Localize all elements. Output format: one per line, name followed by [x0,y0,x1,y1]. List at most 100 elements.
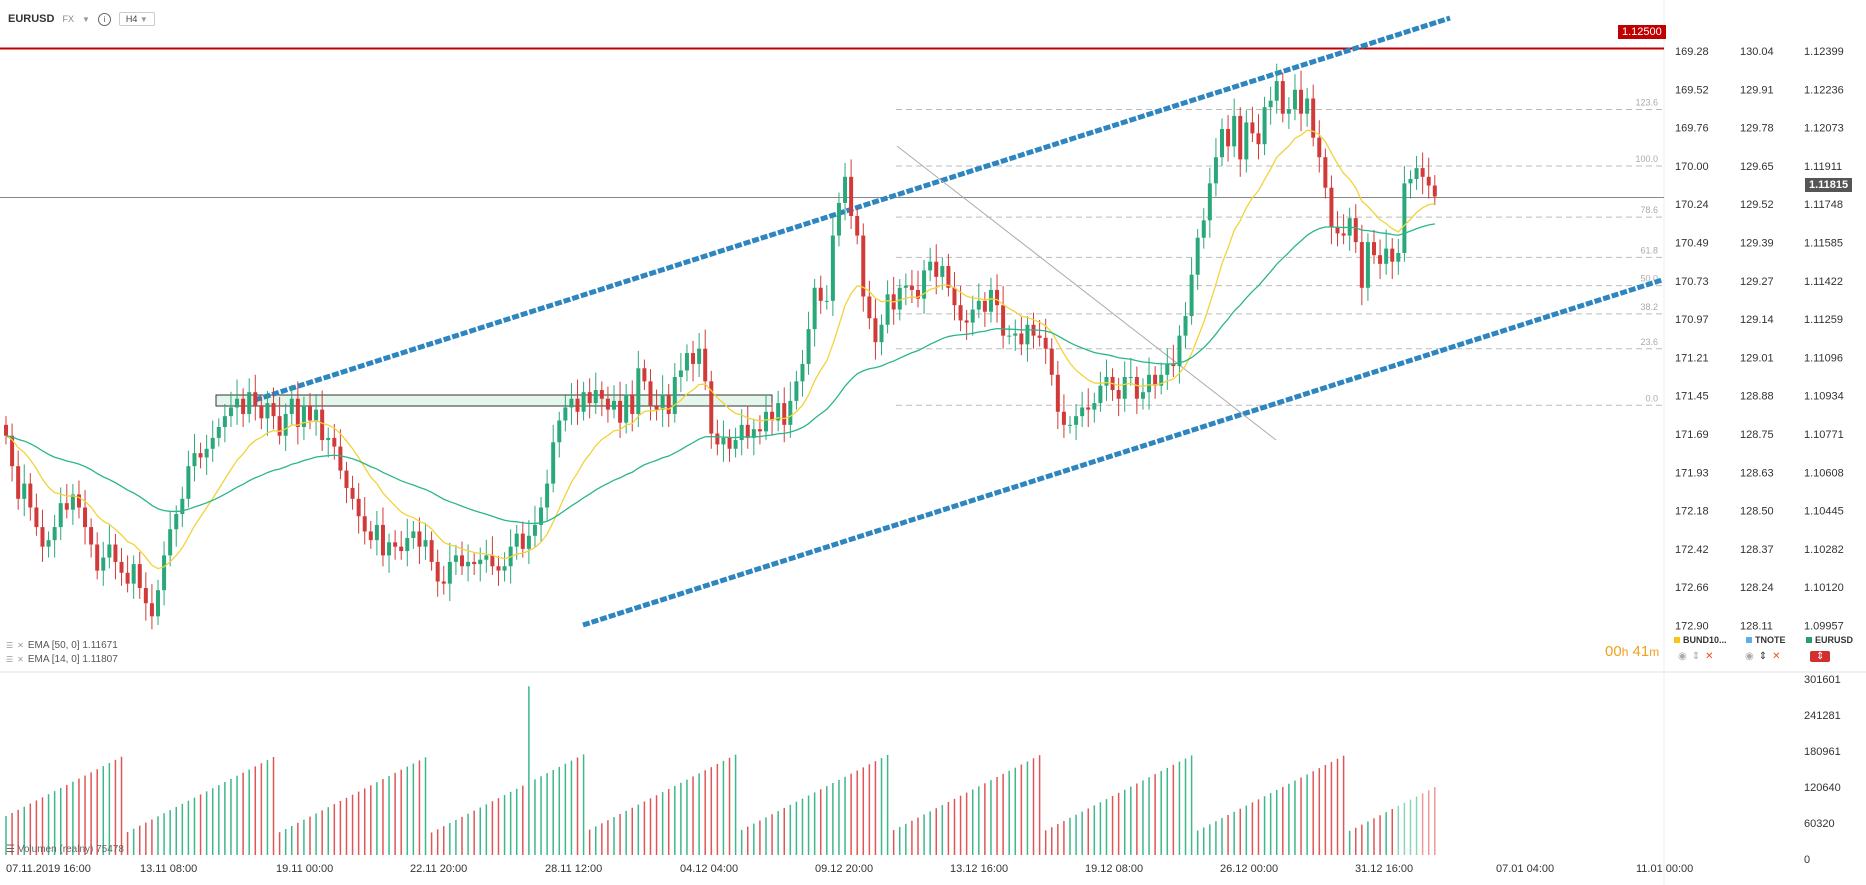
candle-body [496,566,501,571]
candle-body [1055,374,1060,412]
candle-body [776,403,781,421]
candle-body [709,381,714,434]
bund-controls: ◉ ⇕ ✕ [1678,651,1714,662]
tnote-axis-label: 129.01 [1740,352,1774,364]
volume-axis-label: 60320 [1804,818,1835,830]
close-icon[interactable]: ✕ [1705,651,1714,662]
eurusd-controls[interactable]: ⇕ [1810,651,1831,662]
sort-icon[interactable]: ⇕ [1691,651,1701,662]
fib-level-label: 78.6 [1640,205,1658,215]
candle-body [1116,390,1121,399]
color-swatch [1674,637,1680,643]
candle-body [320,409,325,441]
settings-icon[interactable]: ☰ [6,641,14,650]
candle-body [1098,385,1103,404]
ema14-legend[interactable]: ☰ ✕ EMA [14, 0] 1.11807 [6,654,118,665]
candle-body [861,235,866,297]
candle-body [605,398,610,410]
candle-body [1329,187,1334,227]
candle-body [453,555,458,562]
candle-body [1311,98,1316,138]
chart-header: EURUSD FX ▼ i H4 ▼ [8,12,155,26]
settings-icon[interactable]: ☰ [6,655,14,664]
ema50-legend[interactable]: ☰ ✕ EMA [50, 0] 1.11671 [6,640,118,651]
symbol-label[interactable]: EURUSD [8,13,55,25]
eurusd-axis-label: 1.11096 [1804,352,1843,364]
close-icon[interactable]: ✕ [17,655,24,664]
candle-body [539,507,544,525]
candle-body [982,300,987,312]
info-icon[interactable]: i [97,12,111,26]
x-axis-label: 13.12 16:00 [950,863,1008,875]
eye-icon[interactable]: ◉ [1678,651,1687,662]
timeframe-select[interactable]: H4 ▼ [118,12,155,26]
candle-body [703,348,708,382]
candle-body [58,503,63,528]
chevron-down-icon[interactable]: ▼ [81,14,90,24]
candle-body [1220,128,1224,158]
candle-body [1323,157,1328,188]
instrument-tnote[interactable]: TNOTE [1746,635,1786,645]
bund-axis-label: 169.52 [1675,84,1709,96]
candle-body [1384,248,1389,264]
x-axis-label: 22.11 20:00 [410,863,467,875]
candle-body [1359,242,1364,288]
candle-body [28,483,33,508]
candle-body [995,289,1000,306]
eurusd-axis-label: 1.10445 [1804,506,1844,518]
eye-icon[interactable]: ◉ [1745,651,1754,662]
candle-body [1086,407,1091,410]
candle-body [380,524,385,556]
candle-body [903,285,908,288]
close-icon[interactable]: ✕ [1772,651,1781,662]
candle-body [235,398,240,408]
eurusd-axis-label: 1.10282 [1804,544,1844,556]
tnote-axis-label: 128.63 [1740,467,1774,479]
settings-icon[interactable]: ☰ [6,844,15,855]
candle-body [642,368,647,382]
tnote-axis-label: 128.50 [1740,506,1774,518]
candle-body [1426,176,1431,186]
fib-level-label: 100.0 [1635,154,1658,164]
candle-body [1372,242,1376,256]
candle-body [636,368,641,414]
sort-icon[interactable]: ⇕ [1758,651,1768,662]
candle-body [855,215,860,236]
candle-body [441,581,446,584]
candle-body [1250,122,1255,134]
candle-body [836,202,841,236]
candle-body [794,381,799,401]
bund-axis-label: 170.97 [1675,314,1709,326]
sort-icon[interactable]: ⇕ [1816,651,1825,662]
candle-body [1232,115,1237,147]
candle-body [672,376,677,414]
candle-body [1104,376,1109,386]
instrument-bund[interactable]: BUND10... [1674,635,1727,645]
candle-body [678,370,683,377]
candle-body [1159,374,1164,386]
timer-minutes: 41 [1632,643,1650,660]
candle-body [563,407,568,421]
candle-body [909,285,914,290]
eurusd-axis-label: 1.11259 [1804,314,1843,326]
eurusd-axis-label: 1.10120 [1804,582,1844,594]
bund-axis-label: 172.66 [1675,582,1709,594]
candle-body [660,394,665,410]
volume-legend[interactable]: ☰ Volumen (realny) 75478 [6,844,124,855]
candle-body [593,390,598,404]
close-icon[interactable]: ✕ [17,641,24,650]
candle-body [76,494,81,508]
candle-body [10,435,15,467]
candle-body [1153,374,1158,386]
candle-body [757,429,762,432]
candle-body [575,398,580,412]
volume-axis-label: 180961 [1804,746,1841,758]
candle-body [83,507,88,528]
candle-body [186,466,191,499]
candle-body [368,531,373,541]
candle-body [940,266,945,277]
candle-countdown: 00h 41m [1605,643,1659,660]
eurusd-axis-label: 1.11748 [1804,199,1843,211]
instrument-eurusd[interactable]: EURUSD [1806,635,1853,645]
